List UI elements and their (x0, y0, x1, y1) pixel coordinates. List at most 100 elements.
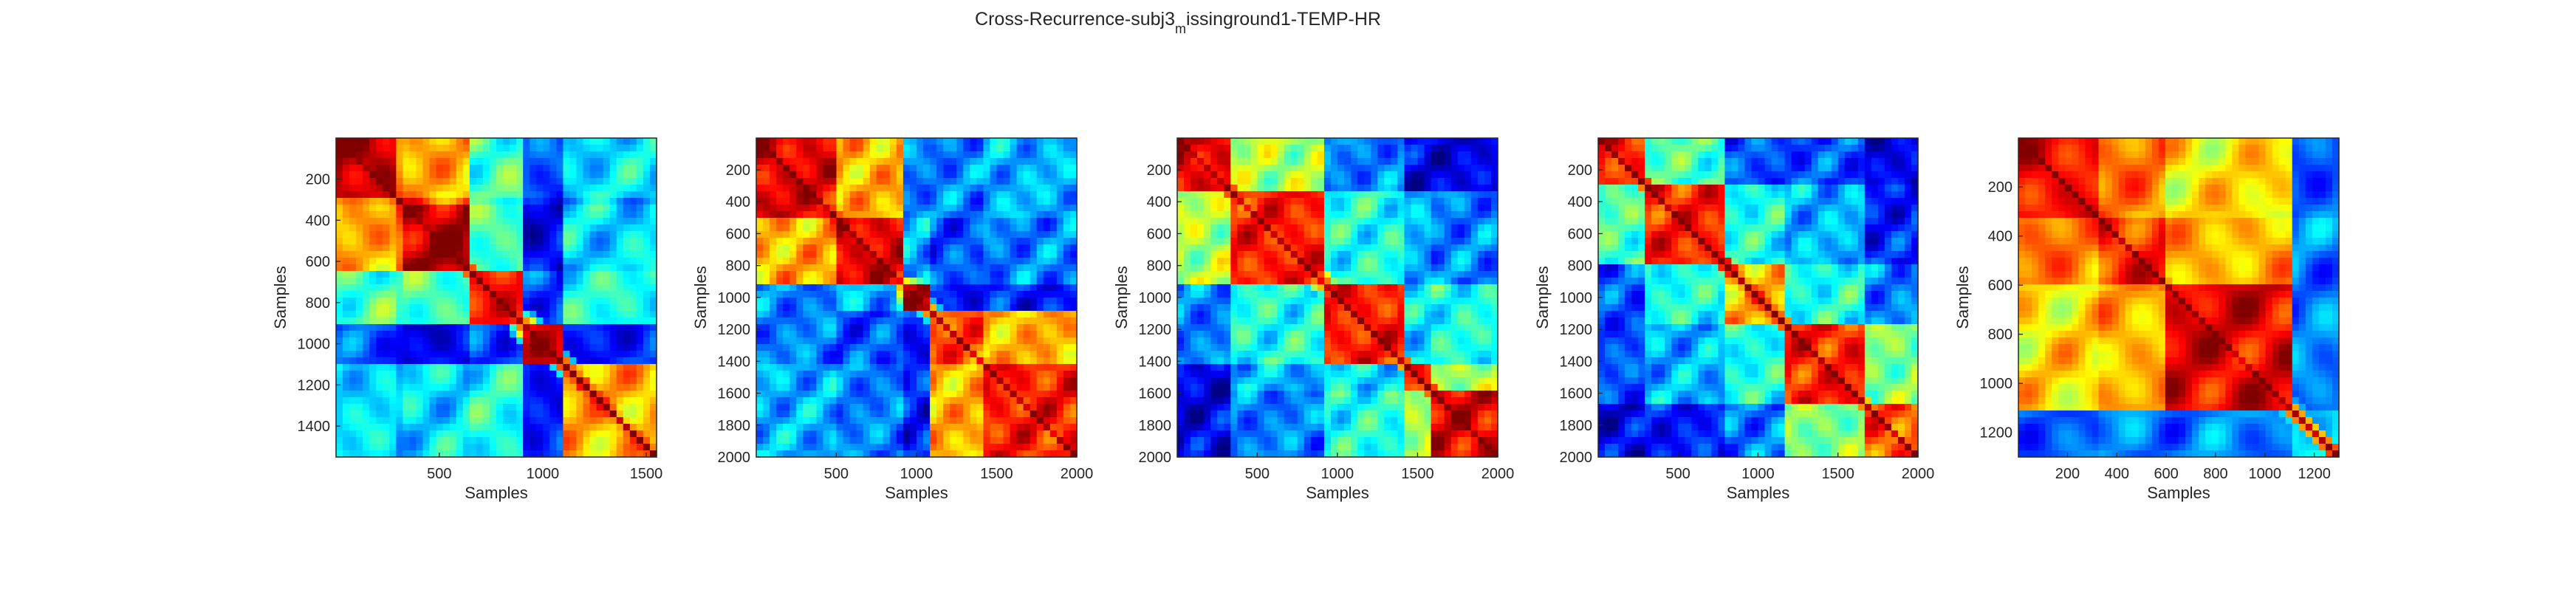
heatmap-cell (476, 165, 484, 172)
heatmap-cell (523, 430, 530, 438)
heatmap-cell (422, 417, 431, 425)
heatmap-cell (510, 317, 517, 325)
heatmap-cell (396, 377, 404, 385)
heatmap-cell (482, 158, 490, 165)
heatmap-cell (503, 251, 510, 258)
heatmap-cell (489, 218, 497, 225)
heatmap-cell (889, 284, 897, 292)
heatmap-cell (389, 410, 397, 418)
heatmap-cell (763, 377, 770, 385)
heatmap-cell (823, 444, 831, 451)
heatmap-cell (917, 450, 924, 458)
heatmap-cell (983, 205, 991, 212)
heatmap-cell (603, 178, 611, 185)
heatmap-cell (976, 284, 984, 292)
heatmap-cell (963, 298, 970, 305)
heatmap-cell (516, 397, 524, 405)
heatmap-cell (609, 284, 617, 292)
heatmap-cell (1337, 178, 1345, 185)
heatmap-cell (596, 364, 604, 371)
heatmap-cell (523, 331, 530, 338)
heatmap-cell (1457, 151, 1465, 159)
heatmap-cell (349, 410, 357, 418)
heatmap-cell (436, 238, 444, 245)
heatmap-cell (1049, 371, 1058, 378)
heatmap-cell (936, 351, 944, 358)
heatmap-cell (1404, 178, 1412, 185)
heatmap-cell (1244, 165, 1252, 172)
heatmap-cell (863, 205, 871, 212)
heatmap-cell (803, 311, 810, 318)
heatmap-cell (823, 430, 831, 438)
heatmap-cell (549, 364, 557, 371)
heatmap-cell (869, 331, 877, 338)
heatmap-cell (596, 351, 604, 358)
heatmap-cell (963, 371, 970, 378)
heatmap-cell (1003, 324, 1011, 331)
heatmap-cell (396, 317, 404, 325)
heatmap-cell (523, 165, 530, 172)
heatmap-cell (510, 364, 517, 371)
heatmap-cell (776, 351, 784, 358)
heatmap-cell (770, 165, 777, 172)
heatmap-cell (1049, 384, 1058, 391)
heatmap-cell (1424, 178, 1432, 185)
heatmap-cell (1056, 165, 1064, 172)
heatmap-cell (369, 244, 377, 252)
heatmap-cell (429, 430, 437, 438)
heatmap-cell (756, 264, 764, 272)
heatmap-cell (776, 151, 784, 159)
heatmap-cell (1043, 211, 1051, 219)
heatmap-cell (349, 264, 357, 272)
heatmap-cell (496, 185, 504, 192)
heatmap-cell (476, 278, 484, 285)
heatmap-cell (482, 138, 490, 145)
heatmap-cell (336, 158, 343, 165)
heatmap-cell (523, 298, 530, 305)
heatmap-cell (336, 298, 343, 305)
heatmap-cell (889, 430, 897, 438)
heatmap-cell (496, 238, 504, 245)
heatmap-cell (456, 278, 464, 285)
heatmap-cell (1397, 178, 1405, 185)
heatmap-cell (783, 244, 790, 252)
heatmap-cell (1484, 145, 1492, 152)
heatmap-cell (402, 278, 411, 285)
heatmap-cell (917, 205, 924, 212)
heatmap-cell (963, 357, 970, 365)
heatmap-cell (609, 178, 617, 185)
heatmap-cell (609, 331, 617, 338)
heatmap-cell (482, 357, 490, 365)
heatmap-cell (1016, 211, 1024, 219)
heatmap-cell (336, 271, 343, 278)
heatmap-cell (429, 231, 437, 238)
subplot-panels: 500 1000 1500200400600800100012001400Sampl… (271, 137, 2340, 502)
heatmap-cell (589, 304, 597, 312)
heatmap-cell (970, 198, 977, 205)
heatmap-cell (396, 351, 404, 358)
heatmap-cell (383, 178, 390, 185)
heatmap-cell (936, 298, 944, 305)
heatmap-cell (1204, 178, 1211, 185)
heatmap-cell (383, 244, 390, 252)
heatmap-cells (1177, 138, 1498, 458)
heatmap-cell (1056, 244, 1064, 252)
heatmap-cell (783, 191, 790, 199)
heatmap-cell (1030, 185, 1038, 192)
heatmap-cell (856, 284, 864, 292)
heatmap-cell (783, 364, 790, 371)
heatmap-cell (849, 430, 857, 438)
heatmap-cell (950, 391, 957, 398)
heatmap-cell (623, 317, 631, 325)
heatmap-cell (896, 244, 904, 252)
heatmap-cell (1016, 404, 1024, 411)
heatmap-cell (609, 264, 617, 272)
heatmap-cell (829, 417, 837, 425)
heatmap-cell (809, 178, 817, 185)
heatmap-cell (643, 158, 651, 165)
heatmap-cell (816, 271, 824, 278)
heatmap-cell (869, 158, 877, 165)
heatmap-cell (990, 251, 998, 258)
heatmap-cell (983, 244, 991, 252)
heatmap-cell (1056, 224, 1064, 232)
